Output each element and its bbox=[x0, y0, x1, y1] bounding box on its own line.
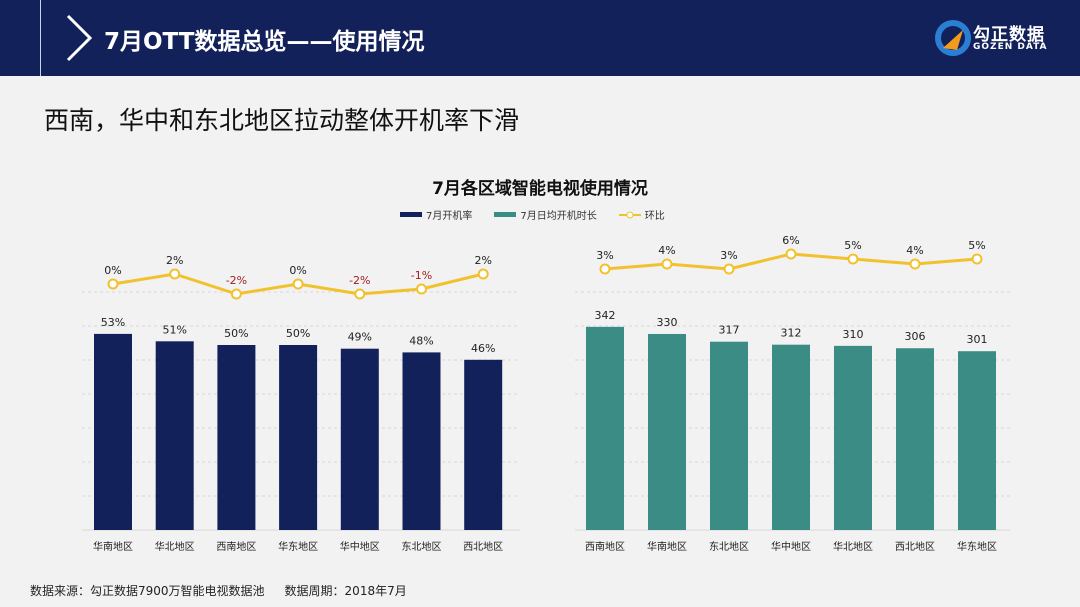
mom-label: 2% bbox=[166, 254, 183, 267]
bar-label: 46% bbox=[471, 342, 495, 355]
legend-item-mom: 环比 bbox=[618, 207, 665, 222]
bar-label: 342 bbox=[595, 309, 616, 322]
mom-point bbox=[909, 258, 921, 270]
bar-label: 310 bbox=[843, 328, 864, 341]
category-label: 西南地区 bbox=[585, 540, 625, 553]
mom-point bbox=[785, 248, 797, 260]
bar bbox=[896, 348, 934, 530]
mom-label: -2% bbox=[349, 274, 370, 287]
mom-point bbox=[477, 268, 489, 280]
category-label: 华中地区 bbox=[340, 540, 380, 553]
category-label: 东北地区 bbox=[709, 540, 749, 553]
mom-label: 5% bbox=[844, 239, 861, 252]
bar bbox=[340, 348, 379, 530]
bar-label: 51% bbox=[162, 323, 186, 336]
mom-label: -2% bbox=[226, 274, 247, 287]
bar-label: 48% bbox=[409, 334, 433, 347]
mom-point bbox=[971, 253, 983, 265]
category-label: 华北地区 bbox=[833, 540, 873, 553]
bar-label: 330 bbox=[657, 316, 678, 329]
bar bbox=[464, 359, 503, 530]
category-label: 西北地区 bbox=[463, 540, 503, 553]
legend-label: 7月开机率 bbox=[426, 211, 473, 222]
bar bbox=[772, 344, 810, 530]
mom-label: 6% bbox=[782, 234, 799, 247]
gozen-logo: 勾正数据 GOZEN DATA bbox=[935, 20, 1075, 60]
legend-label: 环比 bbox=[644, 211, 665, 222]
bar bbox=[648, 333, 686, 530]
mom-point bbox=[354, 288, 366, 300]
mom-label: 3% bbox=[596, 249, 613, 262]
bar-label: 317 bbox=[719, 324, 740, 337]
logo-cn: 勾正数据 bbox=[973, 25, 1045, 45]
mom-point bbox=[107, 278, 119, 290]
bar-label: 50% bbox=[224, 327, 248, 340]
mom-point bbox=[723, 263, 735, 275]
mom-label: 4% bbox=[906, 244, 923, 257]
divider bbox=[40, 0, 41, 76]
mom-point bbox=[230, 288, 242, 300]
page-title: 7月OTT数据总览——使用情况 bbox=[104, 29, 425, 55]
mom-point bbox=[599, 263, 611, 275]
mom-label: 4% bbox=[658, 244, 675, 257]
legend-label: 7月日均开机时长 bbox=[520, 211, 597, 222]
bar-label: 301 bbox=[967, 333, 988, 346]
mom-point bbox=[661, 258, 673, 270]
bar bbox=[279, 345, 318, 530]
legend: 7月开机率 7月日均开机时长 环比 bbox=[400, 207, 665, 222]
bar-label: 53% bbox=[101, 316, 125, 329]
bar bbox=[94, 333, 132, 530]
bar bbox=[834, 345, 872, 530]
mom-label: 0% bbox=[289, 264, 306, 277]
bar-label: 49% bbox=[348, 331, 372, 344]
bar-label: 306 bbox=[905, 330, 926, 343]
bar bbox=[958, 351, 996, 530]
bar bbox=[217, 345, 256, 530]
footer: 数据来源：勾正数据7900万智能电视数据池 数据周期：2018年7月 bbox=[30, 582, 407, 599]
mom-label: 0% bbox=[104, 264, 121, 277]
logo-en: GOZEN DATA bbox=[973, 42, 1048, 52]
mom-label: 3% bbox=[720, 249, 737, 262]
legend-item-duration: 7月日均开机时长 bbox=[494, 207, 597, 222]
mom-label: 5% bbox=[968, 239, 985, 252]
mom-point bbox=[169, 268, 181, 280]
mom-label: 2% bbox=[474, 254, 491, 267]
mom-point bbox=[847, 253, 859, 265]
category-label: 华东地区 bbox=[957, 540, 997, 553]
mom-point bbox=[292, 278, 304, 290]
header-bar: 7月OTT数据总览——使用情况 勾正数据 GOZEN DATA bbox=[0, 0, 1080, 76]
slide-subtitle: 西南，华中和东北地区拉动整体开机率下滑 bbox=[44, 106, 520, 135]
data-period: 数据周期：2018年7月 bbox=[284, 584, 407, 598]
bar bbox=[155, 341, 194, 530]
bar bbox=[402, 352, 441, 530]
data-source: 数据来源：勾正数据7900万智能电视数据池 bbox=[30, 584, 265, 598]
bar bbox=[586, 326, 624, 530]
legend-item-rate: 7月开机率 bbox=[400, 207, 472, 222]
category-label: 东北地区 bbox=[402, 540, 442, 553]
bar-label: 312 bbox=[781, 327, 802, 340]
logo-icon bbox=[935, 20, 971, 56]
bar-label: 50% bbox=[286, 327, 310, 340]
chevron-right-icon bbox=[66, 14, 93, 62]
bar bbox=[710, 341, 748, 530]
category-label: 华北地区 bbox=[155, 540, 195, 553]
category-label: 华东地区 bbox=[278, 540, 318, 553]
category-label: 华南地区 bbox=[647, 540, 687, 553]
category-label: 华中地区 bbox=[771, 540, 811, 553]
category-label: 西北地区 bbox=[895, 540, 935, 553]
category-label: 华南地区 bbox=[93, 540, 133, 553]
mom-point bbox=[416, 283, 427, 295]
chart-title: 7月各区域智能电视使用情况 bbox=[432, 179, 648, 199]
category-label: 西南地区 bbox=[216, 540, 256, 553]
mom-label: -1% bbox=[411, 269, 432, 282]
